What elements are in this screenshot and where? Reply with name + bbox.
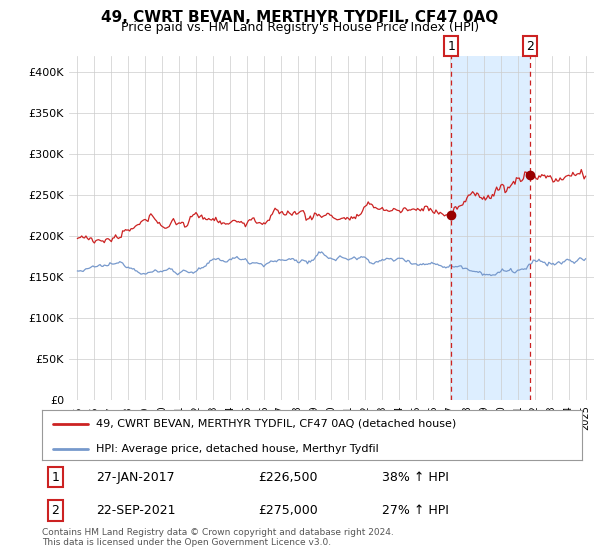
Text: £275,000: £275,000 xyxy=(258,504,318,517)
Text: 22-SEP-2021: 22-SEP-2021 xyxy=(96,504,176,517)
Text: 1: 1 xyxy=(447,40,455,53)
Text: 27-JAN-2017: 27-JAN-2017 xyxy=(96,470,175,483)
Text: HPI: Average price, detached house, Merthyr Tydfil: HPI: Average price, detached house, Mert… xyxy=(96,444,379,454)
Bar xyxy=(451,56,530,400)
Text: Contains HM Land Registry data © Crown copyright and database right 2024.
This d: Contains HM Land Registry data © Crown c… xyxy=(42,528,394,547)
Text: 38% ↑ HPI: 38% ↑ HPI xyxy=(382,470,449,483)
Text: 49, CWRT BEVAN, MERTHYR TYDFIL, CF47 0AQ: 49, CWRT BEVAN, MERTHYR TYDFIL, CF47 0AQ xyxy=(101,10,499,25)
Text: 2: 2 xyxy=(52,504,59,517)
Text: 49, CWRT BEVAN, MERTHYR TYDFIL, CF47 0AQ (detached house): 49, CWRT BEVAN, MERTHYR TYDFIL, CF47 0AQ… xyxy=(96,418,456,428)
Text: 1: 1 xyxy=(52,470,59,483)
Text: 27% ↑ HPI: 27% ↑ HPI xyxy=(382,504,449,517)
Text: Price paid vs. HM Land Registry's House Price Index (HPI): Price paid vs. HM Land Registry's House … xyxy=(121,21,479,34)
Text: £226,500: £226,500 xyxy=(258,470,317,483)
Text: 2: 2 xyxy=(526,40,534,53)
